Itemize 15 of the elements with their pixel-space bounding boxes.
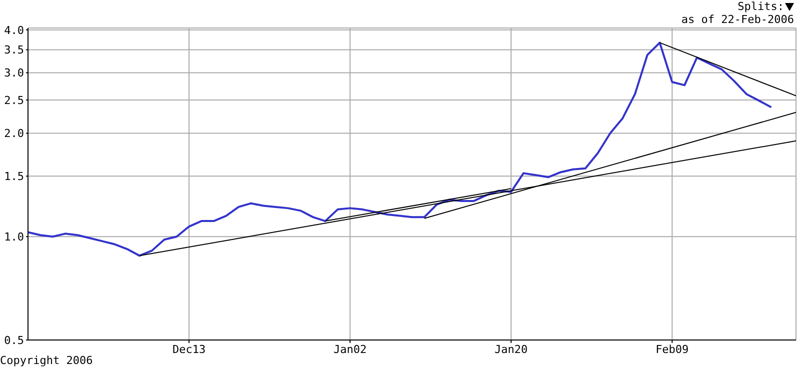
y-tick-label: 1.0 [4, 230, 24, 244]
y-tick-label: 1.5 [4, 170, 24, 184]
y-tick-label: 2.0 [4, 127, 24, 140]
text: Splits: [738, 0, 784, 13]
y-tick-label: 4.0 [4, 24, 24, 37]
text: Copyright 2006 [0, 354, 93, 367]
x-tick-label: Dec13 [172, 342, 206, 356]
y-tick-label: 0.5 [4, 334, 24, 347]
y-tick-label: 3.5 [4, 44, 24, 57]
y-tick-label: 2.5 [4, 94, 24, 107]
y-tick-label: 3.0 [4, 66, 24, 80]
x-tick-label: Jan02 [334, 342, 367, 356]
text: as of 22-Feb-2006 [681, 13, 794, 26]
x-tick-label: Jan20 [494, 342, 528, 356]
x-tick-label: Feb09 [656, 342, 689, 356]
